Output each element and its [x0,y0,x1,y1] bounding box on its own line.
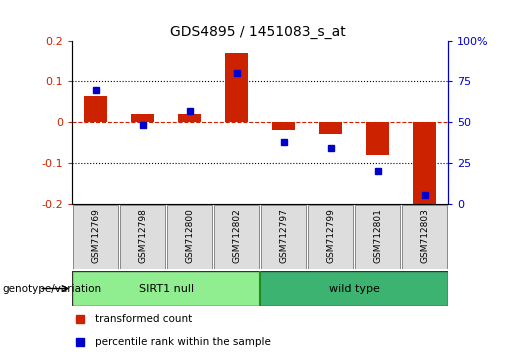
Text: GSM712799: GSM712799 [326,209,335,263]
Bar [131,114,154,122]
Text: SIRT1 null: SIRT1 null [139,284,194,293]
Bar [84,96,107,122]
Bar [167,205,212,269]
Text: GSM712800: GSM712800 [185,209,194,263]
Bar [308,205,353,269]
Text: GDS4895 / 1451083_s_at: GDS4895 / 1451083_s_at [169,25,346,39]
Text: GSM712797: GSM712797 [279,209,288,263]
Bar [413,122,436,210]
Bar [366,122,389,155]
Bar [261,205,306,269]
Bar [402,205,447,269]
Bar [214,205,259,269]
Text: GSM712798: GSM712798 [138,209,147,263]
Bar [260,271,448,306]
Bar [272,122,295,130]
Bar [120,205,165,269]
Text: wild type: wild type [329,284,380,293]
Text: GSM712802: GSM712802 [232,209,241,263]
Text: genotype/variation: genotype/variation [3,284,101,293]
Text: GSM712803: GSM712803 [420,209,429,263]
Bar [72,271,260,306]
Bar [178,114,201,122]
Bar [73,205,118,269]
Text: percentile rank within the sample: percentile rank within the sample [95,337,270,347]
Text: GSM712769: GSM712769 [91,209,100,263]
Bar [355,205,400,269]
Text: transformed count: transformed count [95,314,192,324]
Bar [319,122,342,134]
Text: GSM712801: GSM712801 [373,209,382,263]
Bar [225,53,248,122]
